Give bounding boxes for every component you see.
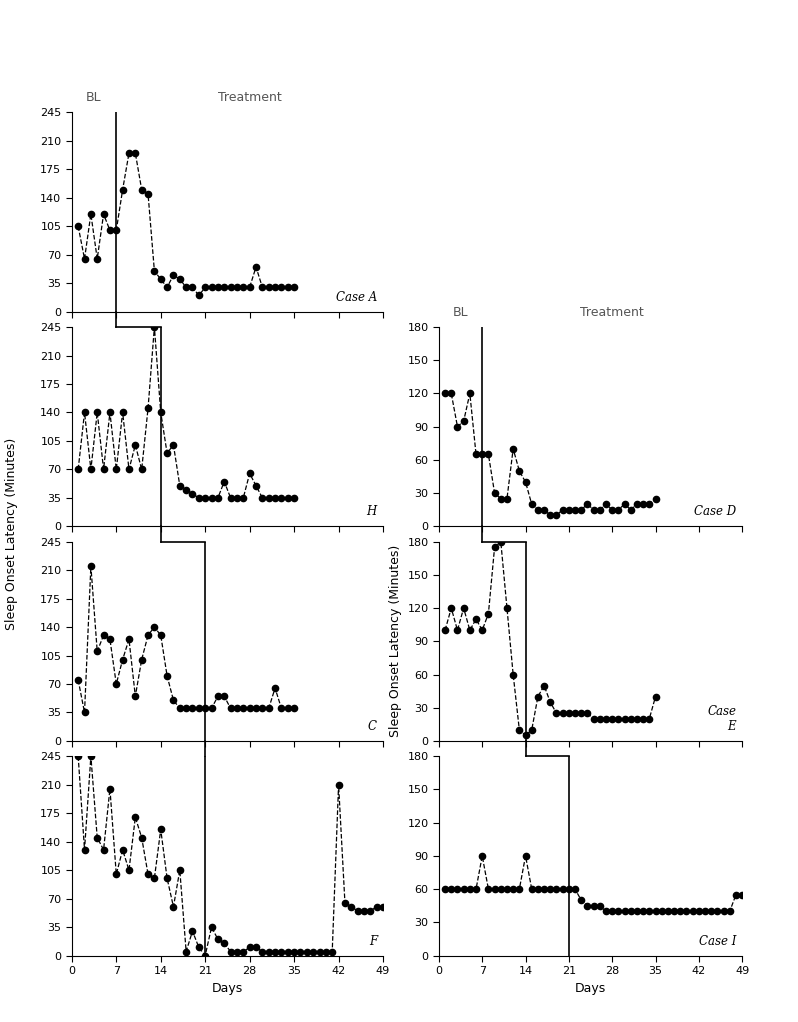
Text: Case A: Case A <box>336 290 377 304</box>
Text: Case I: Case I <box>699 934 736 947</box>
Text: Case
E: Case E <box>707 705 736 733</box>
Text: C: C <box>368 719 377 733</box>
X-axis label: Days: Days <box>575 981 606 994</box>
Text: F: F <box>369 934 377 947</box>
Text: Sleep Onset Latency (Minutes): Sleep Onset Latency (Minutes) <box>6 437 18 631</box>
Text: Treatment: Treatment <box>218 91 282 104</box>
X-axis label: Days: Days <box>211 981 243 994</box>
Text: Sleep Onset Latency (Minutes): Sleep Onset Latency (Minutes) <box>389 545 401 738</box>
Text: H: H <box>366 505 377 518</box>
Text: BL: BL <box>452 306 468 319</box>
Text: Case D: Case D <box>694 505 736 518</box>
Text: Treatment: Treatment <box>580 306 644 319</box>
Text: BL: BL <box>86 91 102 104</box>
